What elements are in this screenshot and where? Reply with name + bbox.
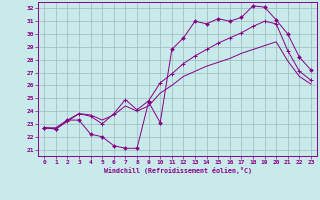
X-axis label: Windchill (Refroidissement éolien,°C): Windchill (Refroidissement éolien,°C) — [104, 167, 252, 174]
